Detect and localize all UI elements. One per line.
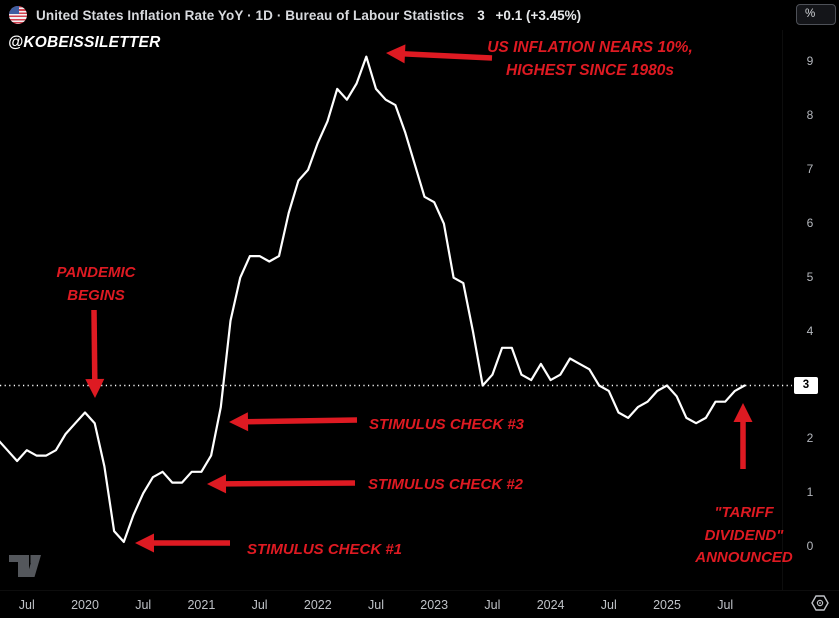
- time-tick-label: 2020: [71, 598, 99, 612]
- price-tick-label: 0: [806, 539, 814, 554]
- annotation-tariff-dividend: "TARIFF DIVIDEND" ANNOUNCED: [695, 504, 793, 566]
- price-tick-label: 9: [806, 53, 814, 68]
- price-scale-unit-button[interactable]: %: [796, 4, 836, 25]
- last-price-badge: 3: [794, 377, 818, 394]
- price-tick-label: 6: [806, 215, 814, 230]
- symbol-quote: 3 +0.1 (+3.45%): [477, 8, 581, 23]
- annotation-arrow-stimulus-check-2: [207, 474, 227, 494]
- inflation-line-series: [0, 55, 746, 544]
- time-scale[interactable]: Jul 2020 Jul 2021 Jul 2022 Jul 2023 Jul 2024 Jul 20…: [0, 590, 839, 618]
- symbol-title: United States Inflation Rate YoY · 1D · …: [36, 7, 465, 23]
- annotation-stimulus-check-1: STIMULUS CHECK #1: [247, 541, 403, 558]
- annotation-arrow-stimulus-check-3: [229, 412, 249, 432]
- annotation-arrow-pandemic-begins: [91, 309, 98, 383]
- time-tick-label: Jul: [368, 598, 384, 612]
- annotation-arrow-stimulus-check-3: [244, 417, 358, 425]
- price-tick-label: 1: [806, 485, 814, 500]
- annotation-arrow-stimulus-check-2: [222, 480, 356, 487]
- price-tick-label: 5: [806, 269, 814, 284]
- price-scale[interactable]: 3 9 8 7 6 5 4 2 1 0: [782, 30, 839, 590]
- time-tick-label: Jul: [135, 598, 152, 612]
- annotation-arrow-tariff-dividend: [733, 403, 753, 422]
- time-tick-label: Jul: [600, 598, 617, 612]
- annotation-inflation-peak: US INFLATION NEARS 10%, HIGHEST SINCE 198…: [487, 39, 693, 79]
- annotation-arrows: [85, 44, 753, 553]
- time-tick-label: Jul: [18, 598, 35, 612]
- price-tick-label: 7: [806, 161, 814, 176]
- us-flag-icon: [9, 6, 27, 24]
- time-tick-label: Jul: [484, 598, 501, 612]
- symbol-header: United States Inflation Rate YoY · 1D · …: [0, 0, 791, 30]
- annotation-arrow-pandemic-begins: [85, 378, 105, 398]
- time-tick-label: Jul: [717, 598, 734, 612]
- time-tick-label: 2025: [653, 598, 681, 612]
- tradingview-logo[interactable]: [9, 555, 42, 578]
- scale-settings-icon[interactable]: [811, 594, 829, 612]
- watermark-handle: @KOBEISSILETTER: [8, 34, 161, 51]
- annotation-stimulus-check-3: STIMULUS CHECK #3: [369, 416, 525, 433]
- annotation-arrow-stimulus-check-1: [135, 533, 154, 553]
- time-tick-label: 2024: [536, 598, 565, 612]
- price-tick-label: 8: [806, 107, 814, 122]
- time-tick-label: 2021: [187, 598, 216, 612]
- annotation-arrow-inflation-peak: [386, 44, 406, 64]
- annotation-pandemic-begins: PANDEMIC BEGINS: [56, 264, 136, 304]
- annotation-stimulus-check-2: STIMULUS CHECK #2: [368, 476, 524, 493]
- time-tick-label: Jul: [251, 598, 268, 612]
- time-tick-label: 2023: [420, 598, 449, 612]
- price-tick-label: 2: [806, 431, 814, 446]
- last-price: 3: [477, 7, 485, 23]
- time-tick-label: 2022: [303, 598, 332, 612]
- price-tick-label: 4: [806, 323, 814, 338]
- annotation-arrow-inflation-peak: [401, 51, 493, 61]
- price-change: +0.1 (+3.45%): [495, 7, 582, 23]
